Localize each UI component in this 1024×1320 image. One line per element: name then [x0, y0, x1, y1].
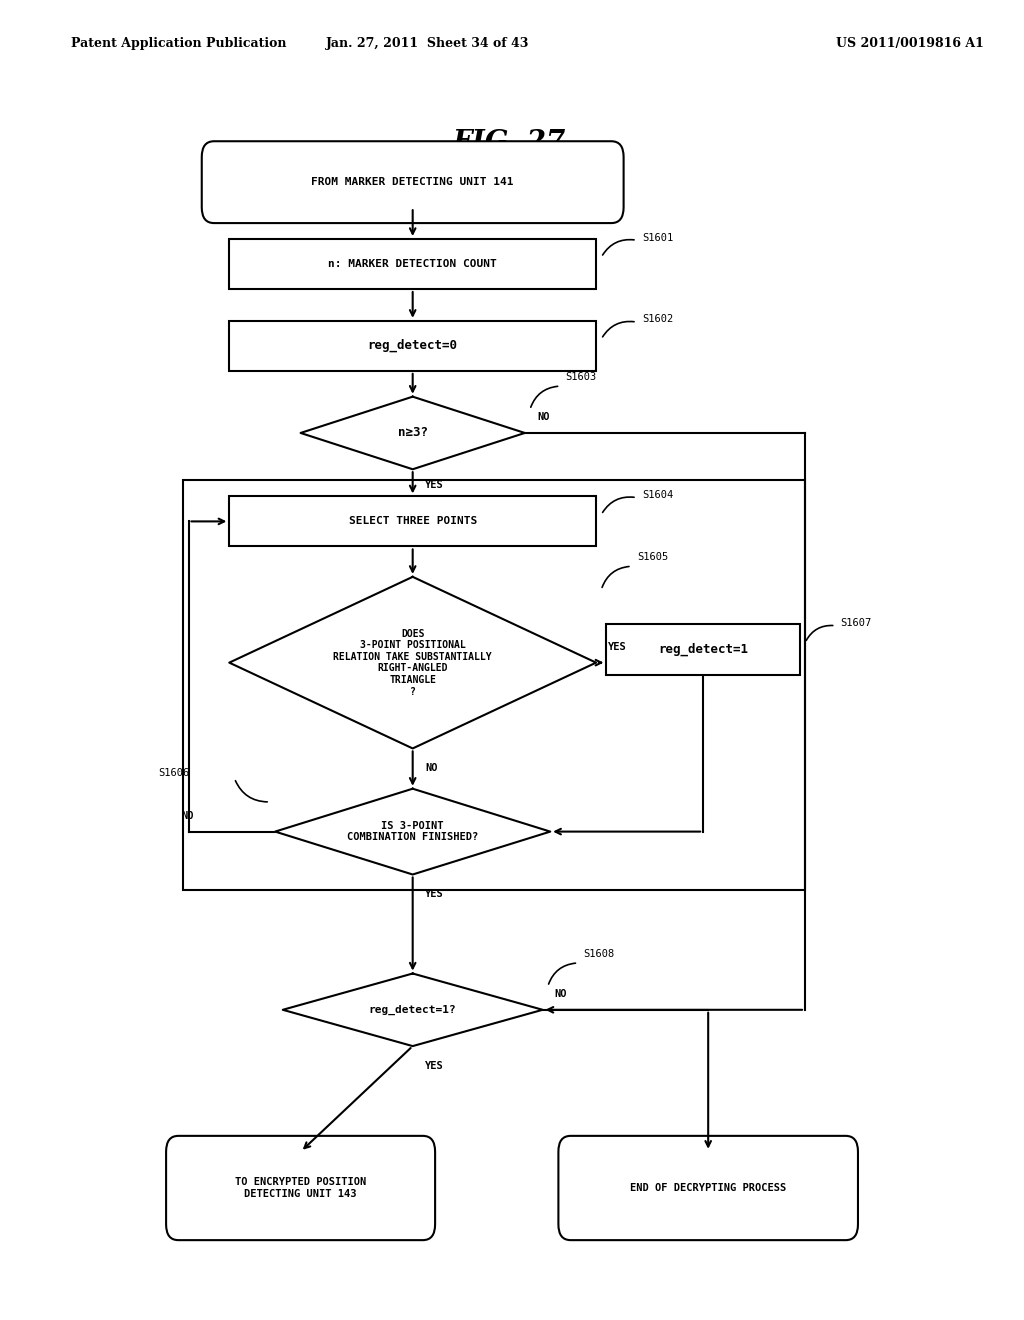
Text: n≥3?: n≥3?: [397, 426, 428, 440]
FancyBboxPatch shape: [166, 1135, 435, 1241]
Text: YES: YES: [425, 890, 443, 899]
Text: reg_detect=1: reg_detect=1: [658, 643, 749, 656]
Polygon shape: [229, 577, 596, 748]
Text: NO: NO: [181, 810, 194, 821]
Polygon shape: [275, 789, 550, 874]
Text: S1608: S1608: [584, 949, 614, 958]
Text: S1606: S1606: [158, 768, 189, 777]
Polygon shape: [283, 974, 543, 1045]
Text: FIG. 27: FIG. 27: [453, 129, 566, 156]
Text: reg_detect=0: reg_detect=0: [368, 339, 458, 352]
Text: Jan. 27, 2011  Sheet 34 of 43: Jan. 27, 2011 Sheet 34 of 43: [327, 37, 529, 50]
Polygon shape: [301, 396, 524, 469]
Text: S1602: S1602: [642, 314, 673, 325]
Text: FROM MARKER DETECTING UNIT 141: FROM MARKER DETECTING UNIT 141: [311, 177, 514, 187]
Text: END OF DECRYPTING PROCESS: END OF DECRYPTING PROCESS: [630, 1183, 786, 1193]
Text: YES: YES: [425, 1061, 443, 1071]
Text: YES: YES: [608, 642, 627, 652]
Text: NO: NO: [555, 989, 567, 999]
Text: US 2011/0019816 A1: US 2011/0019816 A1: [836, 37, 983, 50]
Text: YES: YES: [425, 480, 443, 490]
FancyBboxPatch shape: [558, 1135, 858, 1241]
Bar: [229, 321, 596, 371]
Text: IS 3-POINT
COMBINATION FINISHED?: IS 3-POINT COMBINATION FINISHED?: [347, 821, 478, 842]
Text: NO: NO: [425, 763, 437, 774]
Text: S1607: S1607: [841, 618, 871, 628]
Text: S1604: S1604: [642, 490, 673, 500]
Text: S1601: S1601: [642, 232, 673, 243]
Bar: [183, 480, 805, 890]
Text: SELECT THREE POINTS: SELECT THREE POINTS: [348, 516, 477, 527]
Text: TO ENCRYPTED POSITION
DETECTING UNIT 143: TO ENCRYPTED POSITION DETECTING UNIT 143: [234, 1177, 367, 1199]
Bar: [229, 496, 596, 546]
Text: Patent Application Publication: Patent Application Publication: [72, 37, 287, 50]
Text: DOES
3-POINT POSITIONAL
RELATION TAKE SUBSTANTIALLY
RIGHT-ANGLED
TRIANGLE
?: DOES 3-POINT POSITIONAL RELATION TAKE SU…: [334, 628, 492, 697]
FancyBboxPatch shape: [202, 141, 624, 223]
Text: S1605: S1605: [637, 552, 668, 562]
Bar: [229, 239, 596, 289]
Text: n: MARKER DETECTION COUNT: n: MARKER DETECTION COUNT: [329, 259, 497, 269]
Text: reg_detect=1?: reg_detect=1?: [369, 1005, 457, 1015]
Bar: [606, 624, 800, 675]
Text: S1603: S1603: [565, 372, 597, 381]
Text: NO: NO: [537, 412, 550, 422]
